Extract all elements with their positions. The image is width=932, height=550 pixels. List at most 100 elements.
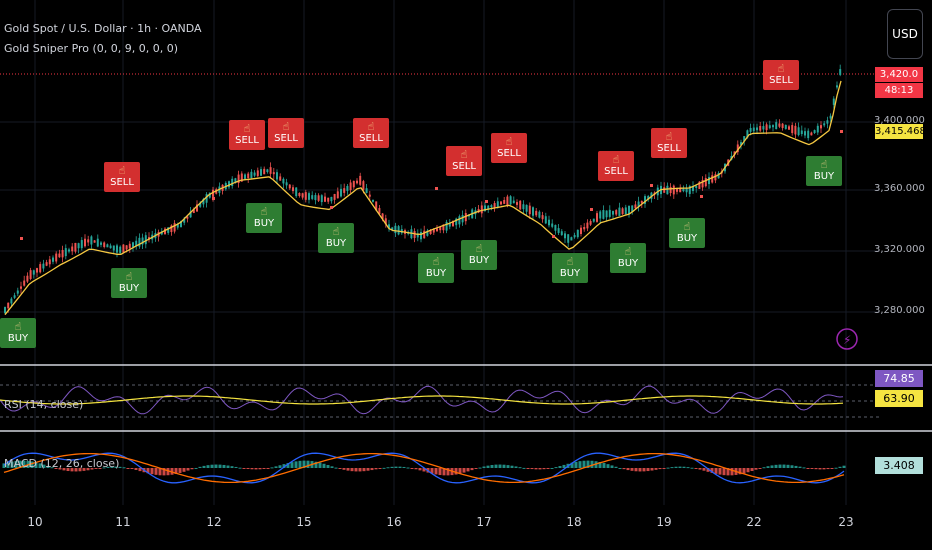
candle-body bbox=[746, 130, 749, 138]
sell-signal[interactable]: ☝ SELL bbox=[598, 151, 634, 181]
buy-signal[interactable]: ☝ BUY bbox=[418, 253, 454, 283]
macd-histogram-bar bbox=[2, 463, 6, 468]
buy-signal[interactable]: ☝ BUY bbox=[461, 240, 497, 270]
signal-text: SELL bbox=[497, 148, 521, 159]
buy-signal[interactable]: ☝ BUY bbox=[0, 318, 36, 348]
candle-body bbox=[311, 195, 314, 199]
macd-histogram-bar bbox=[42, 464, 46, 468]
sell-signal[interactable]: ☝ SELL bbox=[491, 133, 527, 163]
candle-body bbox=[423, 230, 426, 239]
macd-histogram-bar bbox=[238, 467, 242, 469]
macd-histogram-bar bbox=[146, 468, 150, 474]
candle-body bbox=[186, 216, 189, 219]
candle-body bbox=[480, 205, 483, 214]
macd-histogram-bar bbox=[70, 468, 74, 472]
candle-body bbox=[250, 171, 253, 179]
candle-body bbox=[791, 125, 794, 134]
candle-body bbox=[772, 125, 774, 128]
candle-body bbox=[794, 125, 797, 135]
macd-histogram-bar bbox=[46, 465, 50, 468]
signal-text: SELL bbox=[657, 143, 681, 154]
macd-histogram-bar bbox=[218, 464, 222, 468]
time-label-10: 10 bbox=[27, 515, 43, 529]
macd-histogram-bar bbox=[386, 467, 390, 469]
macd-histogram-bar bbox=[394, 466, 398, 468]
rsi-label[interactable]: RSI (14, close) bbox=[4, 398, 84, 411]
macd-histogram-bar bbox=[434, 468, 438, 475]
macd-histogram-bar bbox=[390, 466, 394, 468]
candle-body bbox=[807, 130, 810, 139]
macd-histogram-bar bbox=[774, 464, 778, 468]
sell-signal[interactable]: ☝ SELL bbox=[763, 60, 799, 90]
macd-histogram-bar bbox=[610, 465, 614, 468]
macd-histogram-bar bbox=[650, 468, 654, 471]
buy-signal[interactable]: ☝ BUY bbox=[552, 253, 588, 283]
candle-body bbox=[388, 224, 390, 229]
candle-body bbox=[634, 204, 637, 209]
candle-body bbox=[637, 201, 640, 207]
sell-signal[interactable]: ☝ SELL bbox=[651, 128, 687, 158]
hand-pointing-icon: ☝ bbox=[125, 270, 133, 283]
candle-body bbox=[820, 125, 822, 129]
buy-signal[interactable]: ☝ BUY bbox=[669, 218, 705, 248]
candle-body bbox=[615, 210, 618, 215]
time-label-19: 19 bbox=[656, 515, 672, 529]
buy-signal[interactable]: ☝ BUY bbox=[806, 156, 842, 186]
candle-body bbox=[13, 295, 16, 298]
macd-histogram-bar bbox=[714, 468, 718, 474]
candle-body bbox=[256, 170, 259, 177]
rsi-line bbox=[0, 385, 844, 415]
candle-body bbox=[202, 198, 205, 205]
candle-body bbox=[42, 263, 45, 269]
hand-pointing-icon: ☝ bbox=[460, 148, 468, 161]
sell-signal[interactable]: ☝ SELL bbox=[268, 118, 304, 148]
buy-signal[interactable]: ☝ BUY bbox=[610, 243, 646, 273]
hand-pointing-icon: ☝ bbox=[260, 205, 268, 218]
macd-histogram-bar bbox=[658, 468, 662, 470]
buy-signal[interactable]: ☝ BUY bbox=[318, 223, 354, 253]
price-tick-3360: 3,360.000 bbox=[874, 183, 925, 194]
macd-histogram-bar bbox=[422, 468, 426, 472]
candle-body bbox=[644, 196, 646, 204]
candle-body bbox=[36, 268, 38, 273]
macd-histogram-bar bbox=[638, 468, 642, 472]
currency-button[interactable]: USD bbox=[887, 9, 923, 59]
candle-body bbox=[170, 225, 173, 233]
candle-body bbox=[599, 211, 602, 219]
macd-histogram-bar bbox=[186, 468, 190, 471]
macd-label[interactable]: MACD (12, 26, close) bbox=[4, 457, 120, 470]
sell-signal[interactable]: ☝ SELL bbox=[229, 120, 265, 150]
candle-body bbox=[618, 207, 621, 216]
macd-histogram-bar bbox=[30, 461, 34, 468]
candle-body bbox=[167, 227, 170, 233]
macd-histogram-bar bbox=[150, 468, 154, 475]
indicator-title[interactable]: Gold Sniper Pro (0, 0, 9, 0, 0, 0) bbox=[4, 42, 179, 55]
candle-body bbox=[128, 243, 131, 249]
symbol-title[interactable]: Gold Spot / U.S. Dollar · 1h · OANDA bbox=[4, 22, 202, 35]
macd-histogram-bar bbox=[266, 468, 270, 469]
macd-histogram-bar bbox=[230, 466, 234, 468]
candle-body bbox=[528, 205, 531, 215]
candle-body bbox=[573, 235, 576, 238]
candle-body bbox=[580, 227, 582, 235]
sell-signal[interactable]: ☝ SELL bbox=[104, 162, 140, 192]
candle-body bbox=[359, 175, 362, 185]
macd-histogram-bar bbox=[726, 468, 730, 476]
marker-dot bbox=[330, 206, 333, 209]
buy-signal[interactable]: ☝ BUY bbox=[111, 268, 147, 298]
macd-histogram-bar bbox=[470, 468, 474, 471]
macd-histogram-bar bbox=[570, 462, 574, 468]
sell-signal[interactable]: ☝ SELL bbox=[353, 118, 389, 148]
candle-body bbox=[695, 185, 698, 189]
candle-body bbox=[308, 193, 310, 200]
macd-histogram-bar bbox=[222, 464, 226, 468]
candle-body bbox=[509, 196, 512, 205]
ma-price-label: 3,415.468 bbox=[875, 124, 926, 139]
macd-histogram-bar bbox=[578, 461, 582, 468]
sell-signal[interactable]: ☝ SELL bbox=[446, 146, 482, 176]
hand-pointing-icon: ☝ bbox=[624, 245, 632, 258]
buy-signal[interactable]: ☝ BUY bbox=[246, 203, 282, 233]
marker-dot bbox=[650, 184, 653, 187]
macd-histogram-bar bbox=[782, 464, 786, 468]
